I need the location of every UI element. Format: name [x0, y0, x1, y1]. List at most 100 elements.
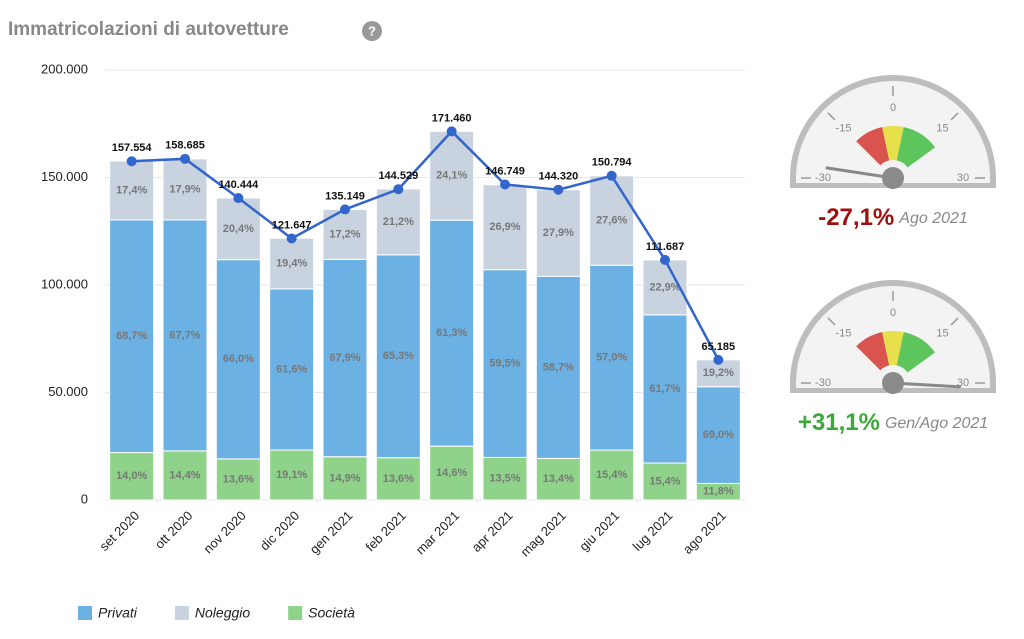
x-tick-label: apr 2021 [469, 508, 516, 555]
bar-segment [375, 254, 421, 459]
gauge-tick [950, 112, 959, 121]
segment-label: 14,9% [329, 472, 360, 484]
segment-label: 24,1% [436, 170, 467, 182]
segment-label: 69,0% [703, 429, 734, 441]
segment-label: 58,7% [543, 361, 574, 373]
x-tick-label: feb 2021 [362, 508, 408, 554]
total-label: 144.320 [538, 171, 578, 183]
x-tick-label: set 2020 [96, 508, 142, 554]
segment-label: 13,4% [543, 473, 574, 485]
total-line [131, 129, 720, 361]
gauge-band [896, 127, 936, 168]
segment-label: 14,0% [116, 470, 147, 482]
gauge-tick-label: 0 [890, 102, 896, 114]
gauge-needle [825, 166, 894, 180]
segment-label: 21,2% [383, 216, 414, 228]
segment-label: 57,0% [596, 352, 627, 364]
gauge-tick-label: -30 [815, 377, 831, 389]
x-tick-label: nov 2020 [200, 508, 248, 556]
gauge-tick-label: -30 [815, 172, 831, 184]
bar-segment [322, 456, 368, 501]
gauge-value: +31,1% [798, 409, 880, 436]
total-point [126, 156, 137, 167]
segment-label: 22,9% [649, 281, 680, 293]
help-icon-glyph[interactable]: ? [368, 23, 376, 38]
gauge-value: -27,1% [818, 204, 894, 231]
bar-segment [642, 314, 688, 464]
bar-segment [162, 219, 208, 452]
segment-label: 67,7% [169, 329, 200, 341]
bar-segment [482, 184, 528, 271]
total-point [660, 254, 670, 265]
segment-label: 19,2% [703, 367, 734, 379]
gauge-tick [950, 317, 959, 326]
segment-label: 13,5% [489, 473, 520, 485]
x-tick-label: ott 2020 [152, 508, 196, 552]
bar-segment [589, 264, 635, 451]
y-tick-label: 0 [81, 491, 88, 506]
gauge-tick-label: 15 [936, 327, 948, 339]
total-point [180, 153, 190, 164]
x-tick-label: mag 2021 [517, 508, 568, 559]
total-point [553, 184, 564, 195]
gauge-period: Ago 2021 [898, 210, 968, 227]
segment-label: 13,6% [223, 473, 254, 485]
total-label: 171.460 [432, 112, 472, 124]
total-point [340, 204, 350, 215]
gauge-tick [827, 317, 836, 326]
legend-swatch [174, 606, 189, 620]
total-label: 135.149 [325, 190, 365, 202]
total-label: 146.749 [485, 165, 525, 177]
y-tick-label: 100.000 [41, 276, 88, 291]
bar-segment [589, 175, 635, 266]
total-label: 140.444 [218, 179, 259, 191]
segment-label: 66,0% [223, 353, 254, 365]
bar-segment [109, 219, 155, 454]
bar-segment [109, 160, 155, 221]
segment-label: 61,3% [436, 327, 467, 339]
segment-label: 14,4% [169, 469, 200, 481]
segment-label: 15,4% [596, 469, 627, 481]
gauge-tick-label: 0 [890, 307, 896, 319]
bar-segment [429, 219, 475, 447]
segment-label: 67,9% [329, 352, 360, 364]
gauge-band [856, 332, 890, 371]
bar-segment [322, 258, 368, 458]
total-label: 157.554 [112, 142, 153, 154]
gauge-tick-label: -15 [836, 122, 852, 134]
segment-label: 17,9% [169, 183, 200, 195]
gauge-hub [882, 372, 904, 394]
total-label: 121.647 [272, 219, 312, 231]
total-point [286, 233, 297, 244]
y-tick-label: 50.000 [48, 384, 88, 399]
total-point [500, 179, 510, 190]
legend-swatch [288, 606, 303, 620]
chart-title: Immatricolazioni di autovetture [8, 19, 289, 40]
segment-label: 26,9% [489, 221, 520, 233]
legend-swatch [78, 606, 92, 620]
segment-label: 17,4% [116, 184, 147, 196]
x-tick-label: ago 2021 [680, 508, 729, 557]
total-label: 111.687 [646, 241, 685, 253]
segment-label: 15,4% [649, 475, 680, 487]
total-point [713, 354, 724, 365]
total-label: 158.685 [165, 140, 205, 152]
gauge-tick-label: 30 [957, 172, 969, 184]
gauge-caption: -27,1% Ago 2021 [818, 204, 968, 231]
help-icon[interactable] [362, 21, 382, 41]
x-tick-label: giu 2021 [576, 508, 622, 554]
gauge-caption: +31,1% Gen/Ago 2021 [798, 409, 988, 436]
y-tick-label: 200.000 [41, 61, 88, 76]
total-point [233, 193, 244, 204]
y-tick-label: 150.000 [41, 169, 88, 184]
segment-label: 19,4% [276, 257, 307, 269]
segment-label: 65,3% [383, 350, 414, 362]
bar-segment [482, 269, 528, 458]
x-tick-label: dic 2020 [257, 508, 302, 553]
gauge-tick [827, 112, 836, 121]
segment-label: 59,5% [489, 357, 520, 369]
total-point [446, 126, 457, 137]
x-tick-label: lug 2021 [630, 508, 676, 554]
total-label: 65.185 [702, 341, 736, 353]
